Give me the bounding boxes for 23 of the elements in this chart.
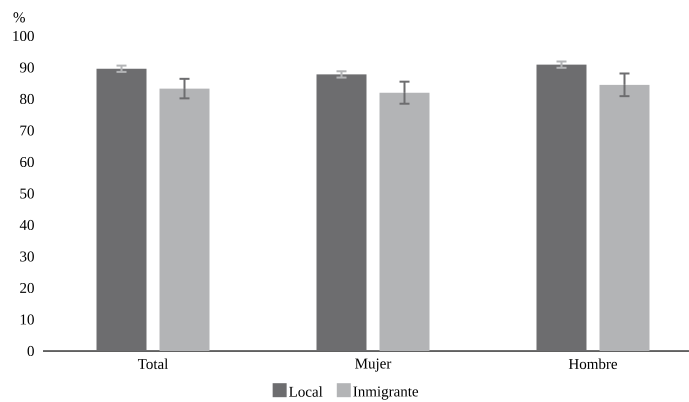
y-tick-label: 100 (13, 30, 34, 42)
legend-label: Local (289, 386, 322, 397)
bar (380, 92, 430, 351)
y-tick-label: 70 (20, 125, 34, 136)
y-tick-label: 50 (20, 188, 34, 199)
y-tick-label: 30 (20, 251, 34, 262)
y-tick-label: 40 (20, 220, 34, 230)
y-tick-label: 90 (20, 62, 34, 73)
y-axis-title: % (14, 12, 25, 22)
x-tick-label: Hombre (568, 358, 618, 370)
y-tick-label: 60 (20, 156, 34, 168)
x-tick-label: Mujer (355, 358, 392, 372)
x-tick-label: Total (138, 358, 168, 370)
y-tick-label: 0 (28, 346, 34, 356)
bar (599, 84, 650, 351)
legend-label: Inmigrante (353, 386, 418, 400)
y-tick-label: 80 (20, 94, 34, 104)
bar (536, 64, 586, 351)
bar (96, 68, 147, 351)
bar (160, 88, 210, 351)
y-tick-label: 20 (20, 282, 34, 294)
y-tick-label: 10 (20, 314, 34, 325)
bar (316, 74, 367, 351)
